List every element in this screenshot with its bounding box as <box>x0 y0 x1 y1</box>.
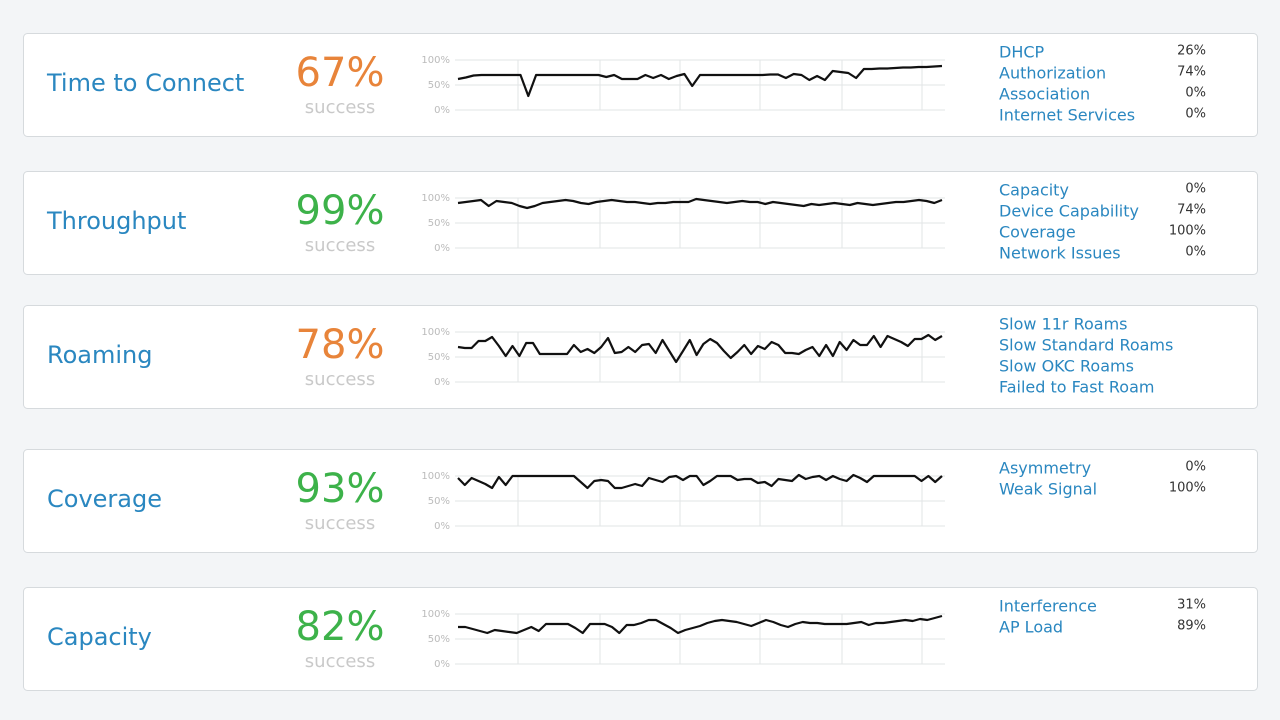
item-name: Slow OKC Roams <box>999 357 1134 376</box>
sparkline <box>457 64 943 98</box>
score-label: success <box>305 651 375 672</box>
item-value: 74% <box>1177 65 1206 80</box>
item-name: Weak Signal <box>999 480 1097 499</box>
item-value: 74% <box>1177 203 1206 218</box>
card-title: Time to Connect <box>46 69 244 97</box>
score: 99% <box>296 188 385 234</box>
item-name: Device Capability <box>999 202 1139 221</box>
item-name: Internet Services <box>999 106 1135 125</box>
sparkline <box>457 473 943 490</box>
sparkline <box>457 333 943 364</box>
y-tick-label: 0% <box>434 521 450 532</box>
y-tick-label: 50% <box>428 352 450 363</box>
score: 93% <box>296 466 385 512</box>
item-name: DHCP <box>999 43 1045 62</box>
item-name: Interference <box>999 597 1097 616</box>
item-value: 0% <box>1185 245 1206 260</box>
score-label: success <box>305 235 375 256</box>
item-name: AP Load <box>999 618 1063 637</box>
card-title: Coverage <box>47 485 162 513</box>
score: 67% <box>296 50 385 96</box>
item-name: Network Issues <box>999 244 1121 263</box>
item-name: Authorization <box>999 64 1106 83</box>
card-title: Throughput <box>46 207 186 235</box>
sparkline <box>458 614 943 635</box>
y-tick-label: 0% <box>434 105 450 116</box>
item-value: 0% <box>1185 182 1206 197</box>
item-value: 100% <box>1169 481 1206 496</box>
score: 78% <box>296 322 385 368</box>
y-tick-label: 100% <box>421 609 450 620</box>
score-label: success <box>305 369 375 390</box>
y-tick-label: 50% <box>428 496 450 507</box>
y-tick-label: 50% <box>428 218 450 229</box>
item-value: 100% <box>1169 224 1206 239</box>
y-tick-label: 0% <box>434 243 450 254</box>
card-title: Capacity <box>47 623 152 651</box>
item-name: Association <box>999 85 1090 104</box>
score-label: success <box>305 513 375 534</box>
item-value: 26% <box>1177 44 1206 59</box>
item-name: Slow Standard Roams <box>999 336 1173 355</box>
y-tick-label: 0% <box>434 377 450 388</box>
sparkline <box>457 197 943 210</box>
card-title: Roaming <box>47 341 152 369</box>
y-tick-label: 100% <box>421 193 450 204</box>
item-value: 0% <box>1185 460 1206 475</box>
score-label: success <box>305 97 375 118</box>
score: 82% <box>296 604 385 650</box>
item-value: 0% <box>1185 86 1206 101</box>
y-tick-label: 0% <box>434 659 450 670</box>
item-name: Capacity <box>999 181 1069 200</box>
y-tick-label: 100% <box>421 55 450 66</box>
y-tick-label: 100% <box>421 327 450 338</box>
item-value: 0% <box>1185 107 1206 122</box>
y-tick-label: 100% <box>421 471 450 482</box>
item-value: 89% <box>1177 619 1206 634</box>
item-name: Slow 11r Roams <box>999 315 1128 334</box>
item-name: Asymmetry <box>999 459 1091 478</box>
y-tick-label: 50% <box>428 80 450 91</box>
item-name: Failed to Fast Roam <box>999 378 1154 397</box>
y-tick-label: 50% <box>428 634 450 645</box>
item-name: Coverage <box>999 223 1076 242</box>
item-value: 31% <box>1177 598 1206 613</box>
